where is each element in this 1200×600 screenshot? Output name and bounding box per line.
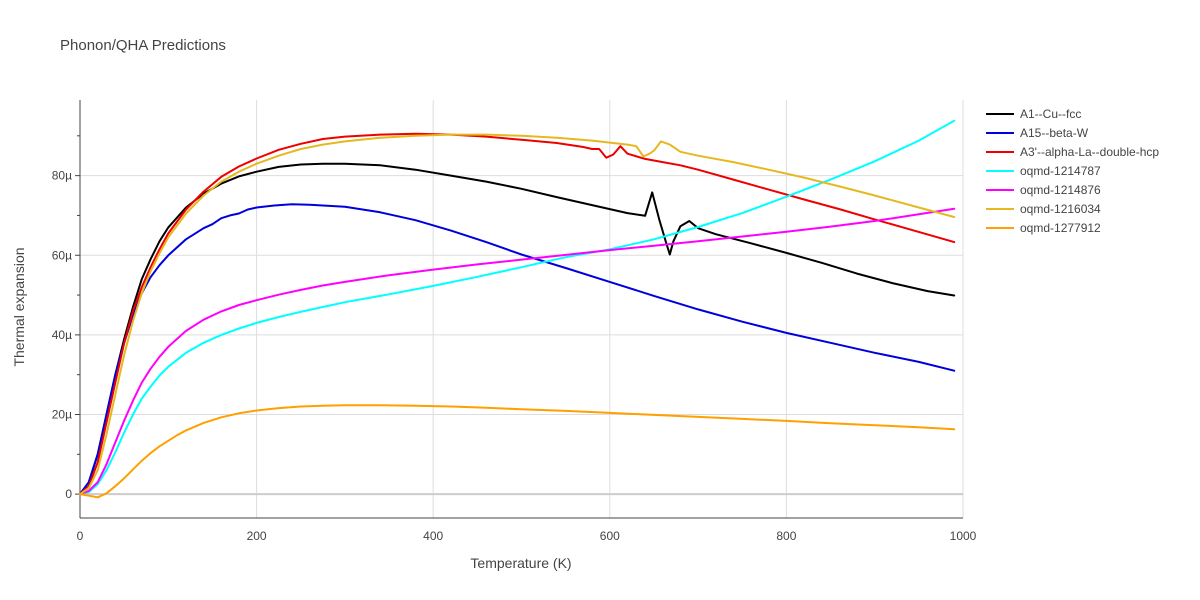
series-line-5	[79, 133, 956, 496]
axes: 0 200 400 600 800 1000 0 20µ 40µ 60µ 80µ	[52, 100, 977, 543]
chart-title: Phonon/QHA Predictions	[60, 37, 226, 54]
x-tick-label: 0	[77, 529, 84, 543]
series-line-0	[79, 162, 956, 496]
legend-item[interactable]: oqmd-1214787	[986, 164, 1101, 178]
x-tick-label: 1000	[950, 529, 977, 543]
series-line-4	[79, 207, 956, 496]
x-tick-label: 600	[600, 529, 620, 543]
series-line-3	[79, 119, 956, 496]
legend-item[interactable]: A15--beta-W	[986, 126, 1089, 140]
legend-item[interactable]: A3'--alpha-La--double-hcp	[986, 145, 1159, 159]
legend-item[interactable]: A1--Cu--fcc	[986, 107, 1081, 121]
legend-label: oqmd-1214787	[1020, 164, 1101, 178]
plot-area	[79, 119, 956, 499]
legend-label: A15--beta-W	[1020, 126, 1089, 140]
y-tick-label: 80µ	[52, 169, 72, 183]
series-line-1	[79, 203, 956, 496]
series-line-6	[79, 404, 956, 499]
legend-label: A1--Cu--fcc	[1020, 107, 1081, 121]
grid	[80, 100, 964, 518]
x-tick-label: 200	[247, 529, 267, 543]
x-tick-label: 800	[776, 529, 796, 543]
y-axis-title: Thermal expansion	[11, 247, 27, 366]
y-tick-label: 20µ	[52, 407, 72, 421]
legend-label: oqmd-1214876	[1020, 183, 1101, 197]
legend-label: oqmd-1277912	[1020, 221, 1101, 235]
legend: A1--Cu--fcc A15--beta-W A3'--alpha-La--dou…	[986, 107, 1159, 235]
x-tick-label: 400	[423, 529, 443, 543]
y-tick-label: 60µ	[52, 248, 72, 262]
legend-label: A3'--alpha-La--double-hcp	[1020, 145, 1159, 159]
legend-item[interactable]: oqmd-1277912	[986, 221, 1101, 235]
x-axis-title: Temperature (K)	[470, 555, 571, 571]
legend-label: oqmd-1216034	[1020, 202, 1101, 216]
legend-item[interactable]: oqmd-1214876	[986, 183, 1101, 197]
y-tick-label: 40µ	[52, 328, 72, 342]
y-tick-label: 0	[65, 487, 72, 501]
legend-item[interactable]: oqmd-1216034	[986, 202, 1101, 216]
